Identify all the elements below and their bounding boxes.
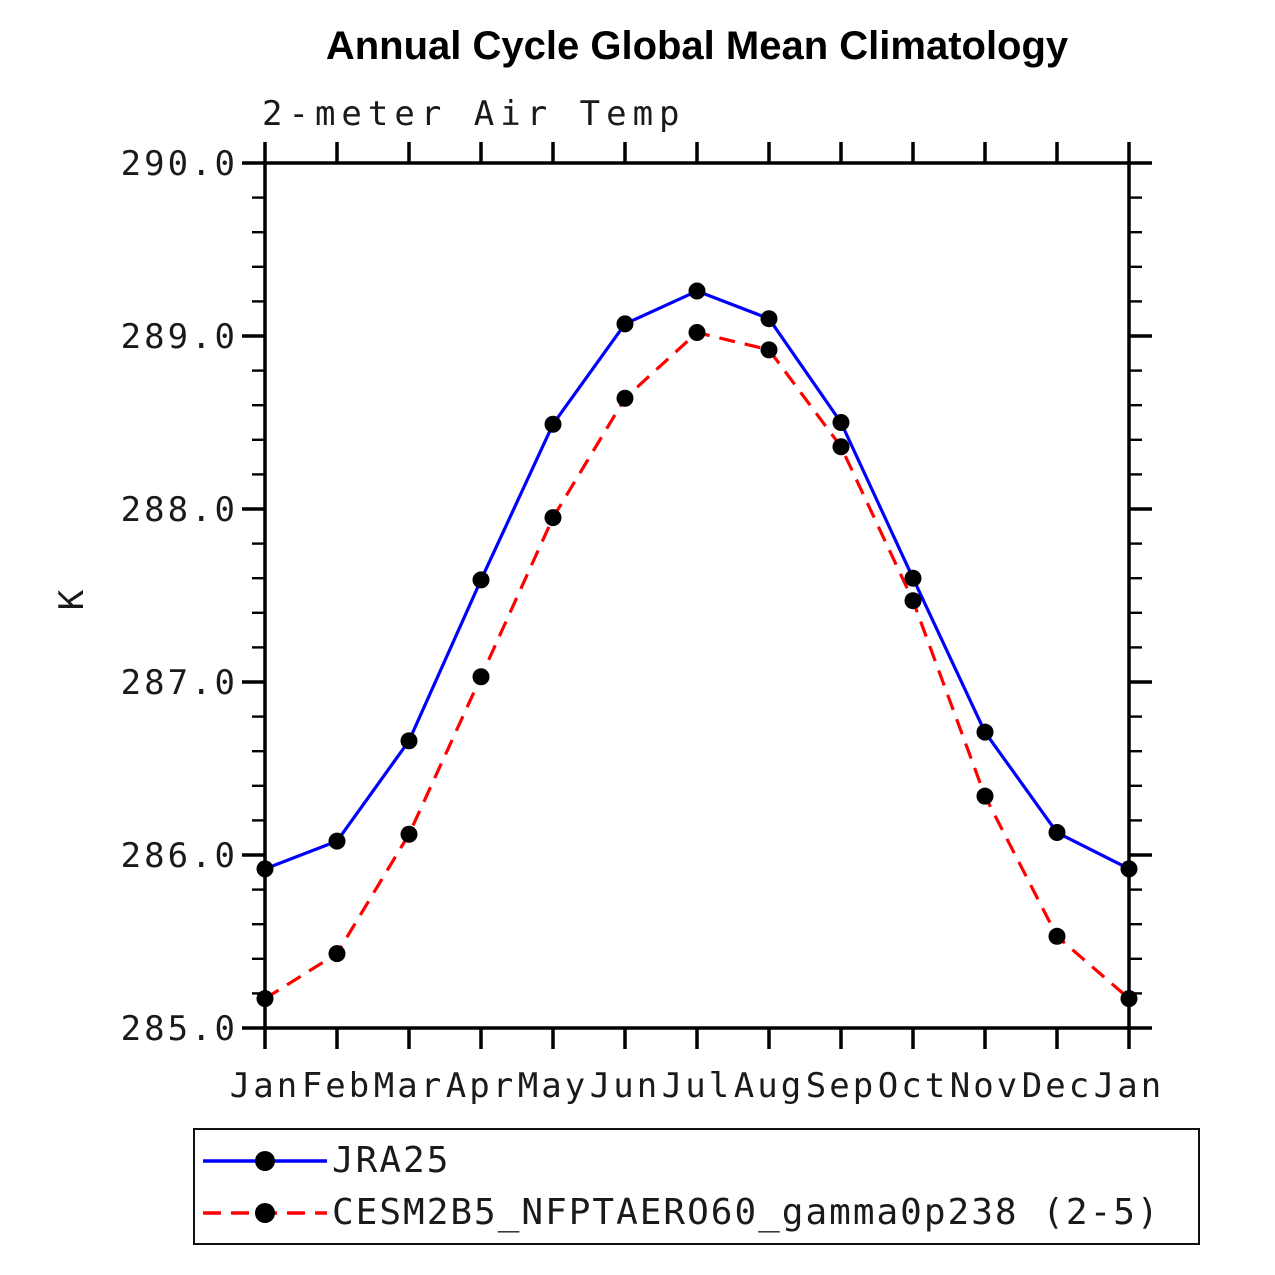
data-point-marker xyxy=(904,569,922,587)
data-point-marker xyxy=(1048,824,1066,842)
data-point-marker xyxy=(472,571,490,589)
x-tick-label: Apr xyxy=(446,1066,516,1106)
data-point-marker xyxy=(1048,927,1066,945)
legend-line-sample-icon xyxy=(203,1150,327,1171)
data-point-marker xyxy=(472,668,490,686)
data-point-marker xyxy=(544,415,562,433)
data-point-marker xyxy=(400,825,418,843)
y-tick-label: 290.0 xyxy=(121,144,238,184)
data-point-marker xyxy=(832,414,850,431)
legend-row-cesm2b5: CESM2B5_NFPTAERO60_gamma0p238 (2-5) xyxy=(195,1192,1198,1234)
data-point-marker xyxy=(328,945,346,963)
data-point-marker xyxy=(328,832,346,850)
y-tick-label: 289.0 xyxy=(121,317,238,357)
x-tick-label: Jan xyxy=(1094,1066,1164,1106)
x-tick-label: Jan xyxy=(230,1066,300,1106)
x-tick-label: Dec xyxy=(1022,1066,1092,1106)
data-point-marker xyxy=(760,341,778,359)
series-line-0 xyxy=(264,289,1130,871)
legend-label-jra25: JRA25 xyxy=(332,1140,451,1181)
data-point-marker xyxy=(256,860,274,878)
y-tick-label: 285.0 xyxy=(121,1009,238,1049)
x-tick-label: Sep xyxy=(806,1066,876,1106)
data-point-marker xyxy=(976,787,994,805)
chart-subtitle: 2-meter Air Temp xyxy=(262,94,686,134)
plot-frame xyxy=(263,161,1131,1030)
x-tick-label: Jun xyxy=(590,1066,660,1106)
legend-box: JRA25 CESM2B5_NFPTAERO60_gamma0p238 (2-5… xyxy=(193,1128,1200,1245)
chart-title: Annual Cycle Global Mean Climatology xyxy=(325,24,1069,68)
series-line-1 xyxy=(264,330,1131,1000)
data-point-marker xyxy=(904,592,922,610)
data-point-marker xyxy=(976,723,994,741)
legend-label-cesm2b5: CESM2B5_NFPTAERO60_gamma0p238 (2-5) xyxy=(332,1192,1161,1233)
data-point-marker xyxy=(688,282,706,300)
data-point-marker xyxy=(616,389,634,407)
data-point-marker xyxy=(1120,860,1138,878)
data-point-marker xyxy=(688,324,706,342)
legend-row-jra25: JRA25 xyxy=(195,1140,1198,1182)
y-tick-label: 286.0 xyxy=(121,836,238,876)
x-tick-label: Oct xyxy=(878,1066,948,1106)
y-tick-label: 288.0 xyxy=(121,490,238,530)
x-tick-label: Feb xyxy=(302,1066,372,1106)
data-point-marker xyxy=(760,310,778,328)
data-point-marker xyxy=(544,509,562,527)
x-tick-label: May xyxy=(518,1066,588,1106)
x-tick-label: Jul xyxy=(662,1066,732,1106)
data-point-marker xyxy=(1120,990,1138,1008)
x-tick-label: Nov xyxy=(950,1066,1020,1106)
data-point-marker xyxy=(832,438,850,456)
data-point-marker xyxy=(616,315,634,333)
x-tick-label: Mar xyxy=(374,1066,444,1106)
x-tick-label: Aug xyxy=(734,1066,804,1106)
data-point-marker xyxy=(256,990,274,1008)
y-tick-label: 287.0 xyxy=(121,663,238,703)
legend-dashed-line-sample-icon xyxy=(203,1202,327,1223)
data-point-marker xyxy=(400,732,418,750)
